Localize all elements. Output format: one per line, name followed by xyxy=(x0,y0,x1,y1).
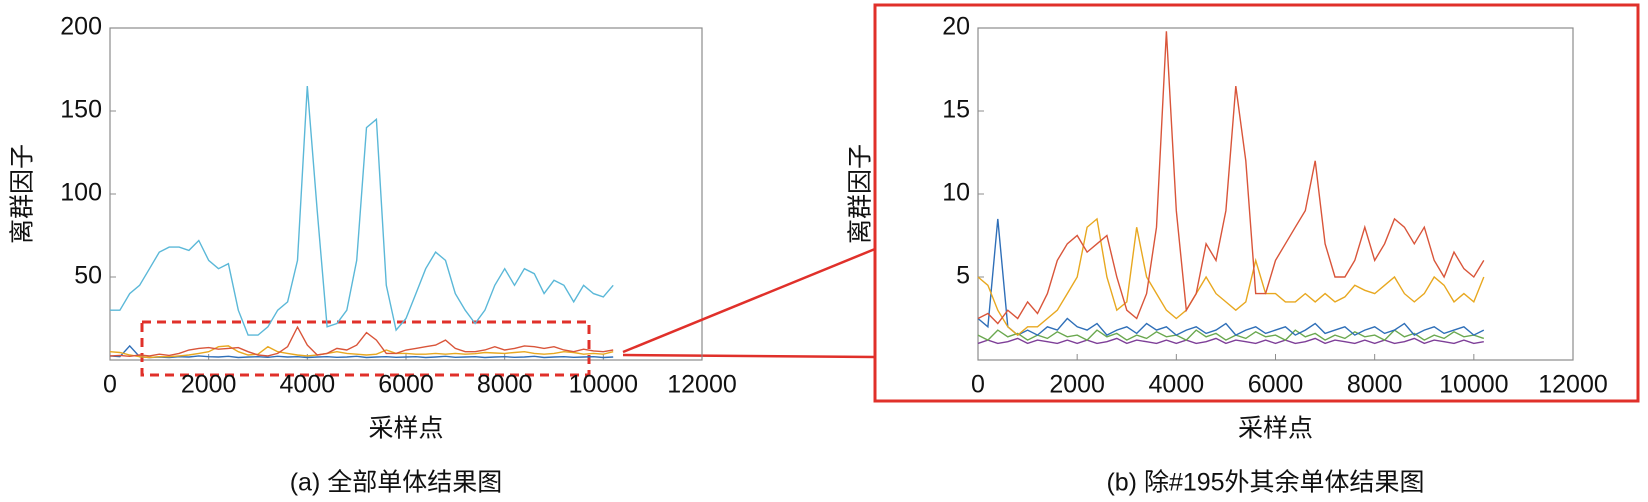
x-tick-label: 12000 xyxy=(1538,371,1608,399)
x-tick-label: 12000 xyxy=(667,371,737,399)
zoom-connector xyxy=(622,353,876,359)
x-tick-label: 2000 xyxy=(1049,371,1105,399)
y-tick-label: 5 xyxy=(956,262,970,290)
y-tick-label: 200 xyxy=(60,13,102,41)
plot-frame xyxy=(109,27,703,361)
data-line xyxy=(977,31,1485,325)
y-tick-label: 150 xyxy=(60,96,102,124)
plot-frame xyxy=(977,27,1574,361)
zoom-region xyxy=(140,320,591,377)
data-line xyxy=(109,325,614,358)
x-tick-label: 0 xyxy=(103,371,117,399)
x-axis-label: 采样点 xyxy=(368,415,443,443)
y-tick-label: 50 xyxy=(74,262,102,290)
zoom-connector xyxy=(622,247,876,354)
y-tick-label: 15 xyxy=(942,96,970,124)
x-tick-label: 6000 xyxy=(1248,371,1304,399)
y-axis-label: 离群因子 xyxy=(847,144,875,244)
y-axis-label: 离群因子 xyxy=(9,144,37,244)
x-tick-label: 6000 xyxy=(378,371,434,399)
caption: (b) 除#195外其余单体结果图 xyxy=(1106,469,1424,497)
data-line xyxy=(977,217,1485,337)
data-line xyxy=(977,329,1485,341)
zoom-frame xyxy=(873,3,1640,403)
x-tick-label: 10000 xyxy=(1439,371,1509,399)
x-tick-label: 2000 xyxy=(181,371,237,399)
caption: (a) 全部单体结果图 xyxy=(290,469,503,497)
x-tick-label: 4000 xyxy=(280,371,336,399)
data-line xyxy=(977,218,1485,336)
x-tick-label: 8000 xyxy=(1347,371,1403,399)
x-tick-label: 10000 xyxy=(569,371,639,399)
y-tick-label: 100 xyxy=(60,179,102,207)
x-tick-label: 4000 xyxy=(1149,371,1205,399)
x-tick-label: 0 xyxy=(971,371,985,399)
x-axis-label: 采样点 xyxy=(1238,415,1313,443)
y-tick-label: 10 xyxy=(942,179,970,207)
data-line xyxy=(110,86,614,336)
y-tick-label: 20 xyxy=(942,13,970,41)
data-line xyxy=(977,337,1484,345)
data-line xyxy=(109,345,614,359)
data-line xyxy=(109,344,614,359)
x-tick-label: 8000 xyxy=(477,371,533,399)
